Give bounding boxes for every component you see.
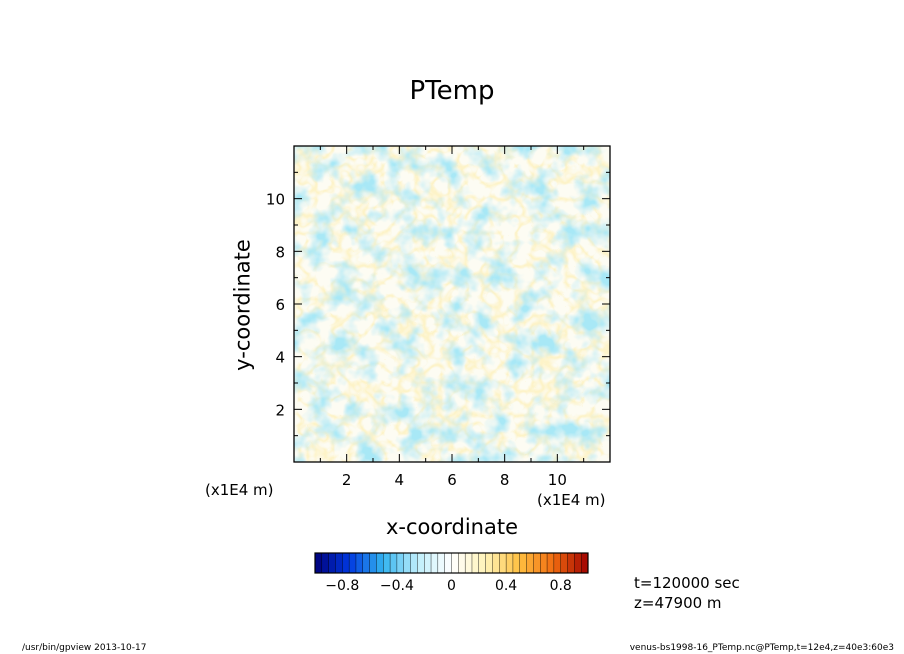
colorbar-cell [485,552,493,574]
x-axis-label: x-coordinate [385,515,519,539]
footer-source: venus-bs1998-16_PTemp.nc@PTemp,t=12e4,z=… [629,643,894,653]
colorbar-cell [471,552,480,574]
colorbar-cell [389,552,398,574]
colorbar-cell [437,552,446,574]
colorbar-cell [533,552,541,574]
y-tick-label: 10 [266,191,285,209]
colorbar-tick-label: 0 [447,578,456,594]
colorbar-tick-label: −0.8 [325,578,359,594]
colorbar-cell [451,552,459,574]
time-annotation: t=120000 sec [634,574,740,592]
colorbar-cell [321,552,330,574]
colorbar-cell [417,552,425,574]
colorbar-cell [396,552,405,574]
colorbar-cell [348,552,357,574]
y-tick-label: 8 [275,243,285,261]
colorbar-cell [410,552,418,574]
colorbar-cell [574,552,582,574]
colorbar-cell [424,552,432,574]
colorbar-cell [362,552,371,574]
colorbar-cell [499,552,507,574]
colorbar-cell [560,552,569,574]
y-tick-label: 4 [275,349,285,367]
y-tick-label: 6 [275,296,285,314]
colorbar-cell [342,552,350,574]
colorbar-cell [458,552,466,574]
colorbar-cell [492,552,500,574]
colorbar-cell [478,552,487,574]
heatmap-field [294,146,610,462]
x-tick-label: 8 [500,471,510,489]
colorbar-cell [403,552,412,574]
x-tick-label: 6 [447,471,457,489]
height-annotation: z=47900 m [634,594,722,612]
colorbar-cell [505,552,514,574]
colorbar-cell [376,552,384,574]
y-tick-label: 2 [275,401,285,419]
colorbar: −0.8 −0.4 0 0.4 0.8 [314,552,589,594]
plot-area [294,146,610,462]
colorbar-cell [567,552,575,574]
colorbar-cell [580,552,589,574]
x-tick-label: 2 [342,471,352,489]
colorbar-cell [546,552,555,574]
x-tick-label: 10 [548,471,567,489]
colorbar-cell [553,552,562,574]
colorbar-tick-label: −0.4 [380,578,414,594]
colorbar-cell [314,552,323,574]
colorbar-tick-label: 0.4 [495,578,517,594]
colorbar-cell [369,552,377,574]
colorbar-cell [464,552,473,574]
chart-title: PTemp [409,76,495,106]
x-axis-unit: (x1E4 m) [537,491,606,509]
colorbar-cell [519,552,528,574]
footer-command: /usr/bin/gpview 2013-10-17 [22,643,147,653]
colorbar-cell [526,552,534,574]
colorbar-cell [355,552,364,574]
x-tick-label: 4 [395,471,405,489]
colorbar-cell [512,552,521,574]
colorbar-cell [335,552,343,574]
axes: 2 4 6 8 10 2 4 6 8 10 [266,145,611,489]
y-axis-unit: (x1E4 m) [205,481,274,499]
colorbar-tick-label: 0.8 [550,578,572,594]
colorbar-cell [383,552,391,574]
colorbar-cell [328,552,336,574]
colorbar-cell [540,552,548,574]
colorbar-cell [444,552,452,574]
colorbar-cell [430,552,439,574]
colorbar-frame [314,552,589,574]
